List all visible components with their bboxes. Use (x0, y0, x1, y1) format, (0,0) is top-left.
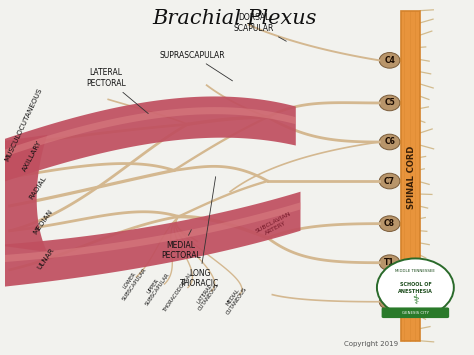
Text: MUSCULOCUTANEOUS: MUSCULOCUTANEOUS (4, 87, 44, 162)
FancyBboxPatch shape (382, 307, 449, 318)
Text: ANESTHESIA: ANESTHESIA (398, 289, 433, 294)
Circle shape (379, 173, 400, 189)
Text: DORSAL
SCAPULAR: DORSAL SCAPULAR (233, 13, 286, 41)
Circle shape (379, 294, 400, 310)
Text: Copyright 2019: Copyright 2019 (344, 342, 398, 347)
Text: C8: C8 (384, 219, 395, 228)
Text: UPPER
SUBSCAPULAR: UPPER SUBSCAPULAR (140, 269, 171, 306)
Text: C4: C4 (384, 56, 395, 65)
Text: AXILLARY: AXILLARY (22, 140, 43, 173)
Text: T2: T2 (384, 297, 395, 306)
Circle shape (379, 134, 400, 150)
Text: GENESIS CITY: GENESIS CITY (402, 311, 429, 315)
Text: LONG
THORACIC: LONG THORACIC (180, 177, 219, 288)
Polygon shape (0, 107, 296, 160)
Text: MEDIAL
CUTANEOUS: MEDIAL CUTANEOUS (221, 283, 248, 315)
Text: MEDIAN: MEDIAN (32, 208, 54, 235)
Text: LATERAL
CUTANEOUS: LATERAL CUTANEOUS (193, 279, 220, 312)
Text: C7: C7 (384, 176, 395, 186)
Text: Brachial Plexus: Brachial Plexus (153, 9, 317, 28)
Text: ⚕: ⚕ (412, 294, 419, 306)
Circle shape (379, 53, 400, 68)
Text: ULNAR: ULNAR (37, 247, 56, 271)
FancyBboxPatch shape (401, 11, 420, 341)
Polygon shape (0, 135, 47, 252)
Circle shape (379, 255, 400, 271)
Text: SCHOOL OF: SCHOOL OF (400, 282, 431, 286)
Circle shape (379, 216, 400, 231)
Text: SUBCLAVIAN
ARTERY: SUBCLAVIAN ARTERY (255, 211, 295, 240)
Text: LATERAL
PECTORAL: LATERAL PECTORAL (86, 69, 148, 114)
Text: MIDDLE TENNESSEE: MIDDLE TENNESSEE (395, 268, 435, 273)
Text: SPINAL CORD: SPINAL CORD (407, 146, 416, 209)
Text: SUPRASCAPULAR: SUPRASCAPULAR (160, 50, 232, 81)
Text: LOWER
SUBSCAPULAR: LOWER SUBSCAPULAR (116, 263, 147, 301)
Text: C5: C5 (384, 98, 395, 108)
Circle shape (379, 95, 400, 111)
Text: T1: T1 (384, 258, 395, 267)
Circle shape (377, 258, 454, 317)
Polygon shape (0, 192, 301, 288)
Text: C6: C6 (384, 137, 395, 147)
Text: RADIAL: RADIAL (28, 175, 47, 201)
Polygon shape (0, 202, 301, 263)
Polygon shape (0, 97, 296, 185)
Text: MEDIAL
PECTORAL: MEDIAL PECTORAL (161, 230, 201, 260)
Text: THORACODORSAL: THORACODORSAL (163, 271, 194, 313)
